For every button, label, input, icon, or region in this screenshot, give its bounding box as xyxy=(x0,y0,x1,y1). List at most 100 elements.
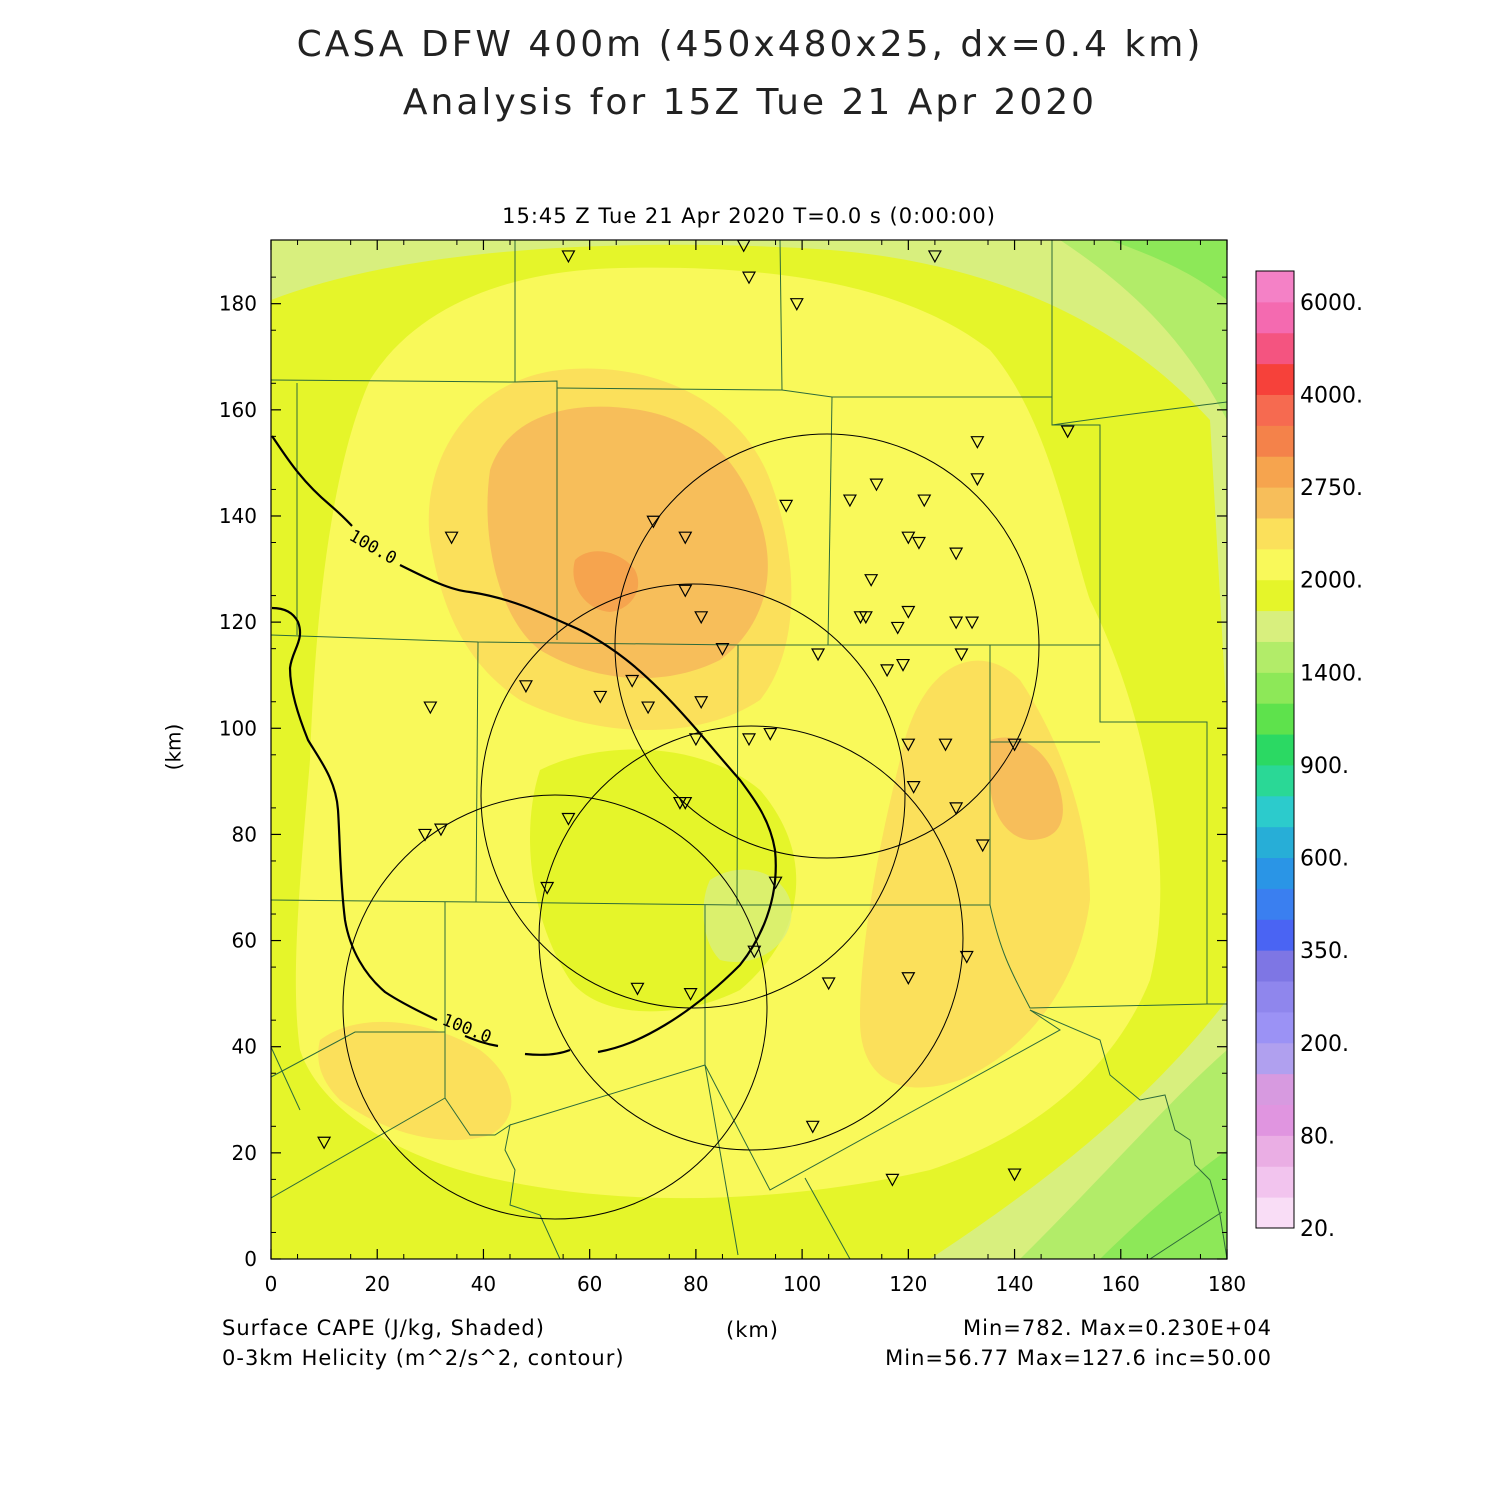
shaded-minmax: Min=782. Max=0.230E+04 xyxy=(962,1316,1272,1340)
colorbar-swatch xyxy=(1256,764,1294,797)
y-tick-label: 140 xyxy=(219,504,257,528)
colorbar-label: 600. xyxy=(1300,847,1349,872)
colorbar-swatch xyxy=(1256,734,1294,766)
colorbar-label: 4000. xyxy=(1300,383,1363,408)
x-tick-label: 180 xyxy=(1208,1272,1246,1296)
station-marker-icon xyxy=(625,674,640,688)
station-marker-icon xyxy=(688,733,703,747)
station-marker-icon xyxy=(949,547,964,561)
colorbar-swatch xyxy=(1256,301,1294,334)
colorbar-swatch xyxy=(1256,1073,1294,1106)
colorbar-swatch xyxy=(1256,1166,1294,1198)
y-tick-label: 160 xyxy=(219,398,257,422)
cape-shading xyxy=(271,240,1227,1259)
station-marker-icon xyxy=(593,690,608,704)
station-marker-icon xyxy=(1060,425,1075,439)
range-ring-southeast xyxy=(538,725,964,1151)
colorbar-swatch xyxy=(1256,271,1294,303)
colorbar-swatch xyxy=(1256,579,1294,612)
station-marker-icon xyxy=(906,781,921,794)
station-marker-icon xyxy=(890,621,905,635)
colorbar-frame xyxy=(1255,270,1295,1229)
x-axis-label: (km) xyxy=(726,1318,780,1342)
x-axis: 0 20 40 60 80 100 120 140 160 180 xyxy=(265,240,1246,1296)
y-tick-label: 20 xyxy=(232,1141,257,1165)
station-marker-icon xyxy=(975,839,990,853)
y-tick-label: 180 xyxy=(219,292,257,316)
station-marker-icon xyxy=(842,494,857,508)
colorbar-swatch xyxy=(1256,456,1294,488)
colorbar-swatch xyxy=(1256,641,1294,673)
station-marker-icon xyxy=(1007,1168,1022,1182)
colorbar-label: 80. xyxy=(1300,1124,1335,1149)
y-tick-label: 80 xyxy=(232,822,257,846)
shaded-field-label: Surface CAPE (J/kg, Shaded) xyxy=(222,1316,545,1340)
station-marker-icon xyxy=(821,977,836,991)
x-tick-label: 60 xyxy=(577,1272,602,1296)
colorbar-swatch xyxy=(1256,487,1294,519)
station-marker-icon xyxy=(938,738,953,752)
colorbar-swatch xyxy=(1256,795,1294,828)
radar-range-rings xyxy=(342,433,1040,1220)
colorbar-swatch xyxy=(1256,1135,1294,1167)
x-tick-label: 80 xyxy=(683,1272,708,1296)
station-marker-icon xyxy=(927,250,942,264)
station-marker-icon xyxy=(864,574,879,587)
colorbar-swatch xyxy=(1256,1197,1294,1229)
colorbar-swatch xyxy=(1256,394,1294,426)
station-marker-icon xyxy=(317,1136,332,1150)
station-marker-icon xyxy=(715,643,730,656)
colorbar-swatch xyxy=(1256,425,1294,457)
station-marker-icon xyxy=(779,499,794,513)
x-tick-label: 120 xyxy=(889,1272,927,1296)
station-marker-icon xyxy=(741,733,757,747)
helicity-contour-100 xyxy=(271,435,777,1056)
station-marker-icon xyxy=(880,664,895,678)
station-marker-icon xyxy=(869,478,884,492)
station-marker-icon xyxy=(518,680,533,694)
colorbar-swatch xyxy=(1256,826,1294,859)
station-marker-icon xyxy=(540,881,555,895)
colorbar-swatch xyxy=(1256,548,1294,581)
station-marker-icon xyxy=(763,727,778,741)
station-marker-icon xyxy=(901,605,916,619)
station-marker-icon xyxy=(641,701,656,715)
station-marker-icon xyxy=(768,876,783,890)
station-markers xyxy=(317,239,1075,1187)
station-marker-icon xyxy=(805,1120,820,1134)
x-tick-label: 20 xyxy=(364,1272,389,1296)
station-marker-icon xyxy=(678,531,693,545)
colorbar-swatch xyxy=(1256,950,1294,982)
station-marker-icon xyxy=(1007,738,1022,752)
station-marker-icon xyxy=(683,988,698,1001)
station-marker-icon xyxy=(433,823,448,837)
title-line-1: CASA DFW 400m (450x480x25, dx=0.4 km) xyxy=(296,24,1204,65)
colorbar-label: 2750. xyxy=(1300,476,1363,501)
x-tick-label: 140 xyxy=(995,1272,1033,1296)
station-marker-icon xyxy=(646,515,661,529)
colorbar-swatch xyxy=(1256,981,1294,1013)
station-marker-icon xyxy=(789,298,804,311)
range-ring-central xyxy=(480,583,906,1009)
plot-frame xyxy=(270,239,1228,1260)
range-ring-north xyxy=(614,433,1040,859)
colorbar-swatch xyxy=(1256,332,1294,365)
station-marker-icon xyxy=(901,972,916,985)
colorbar-label: 2000. xyxy=(1300,569,1363,594)
station-marker-icon xyxy=(741,271,757,285)
station-marker-icon xyxy=(959,950,974,964)
station-marker-icon xyxy=(561,812,576,826)
y-tick-label: 0 xyxy=(244,1247,257,1271)
colorbar-label: 6000. xyxy=(1300,291,1363,316)
colorbar-label: 350. xyxy=(1300,939,1349,964)
station-marker-icon xyxy=(678,796,693,810)
contour-field-label: 0-3km Helicity (m^2/s^2, contour) xyxy=(222,1346,625,1370)
x-tick-label: 0 xyxy=(265,1272,278,1296)
station-marker-icon xyxy=(965,616,980,630)
station-marker-icon xyxy=(694,696,709,709)
station-marker-icon xyxy=(630,982,645,996)
station-marker-icon xyxy=(423,701,438,715)
colorbar-label: 200. xyxy=(1300,1032,1349,1057)
station-marker-icon xyxy=(444,531,459,545)
